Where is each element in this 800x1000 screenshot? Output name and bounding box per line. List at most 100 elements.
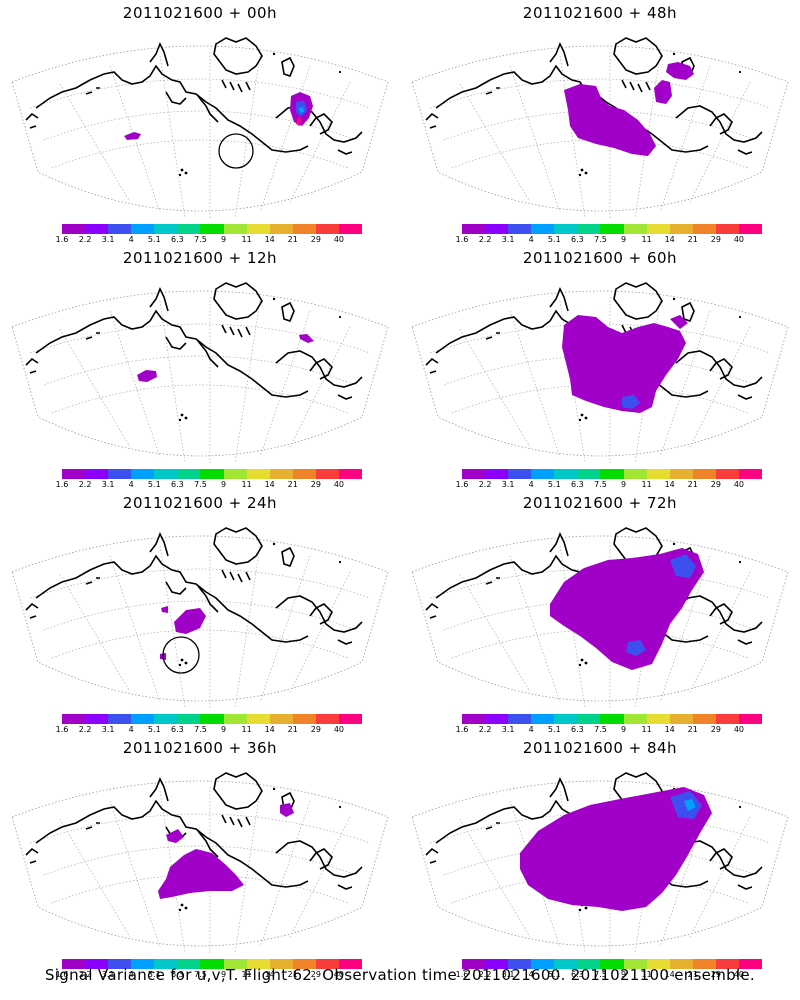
colorbar-swatch bbox=[223, 469, 248, 479]
colorbar-swatch bbox=[85, 714, 109, 724]
colorbar-swatch bbox=[669, 714, 694, 724]
colorbar-label: 21 bbox=[687, 725, 698, 734]
colorbar-swatch bbox=[154, 224, 178, 234]
colorbar-swatch bbox=[338, 224, 363, 234]
colorbar-label: 5.1 bbox=[147, 235, 161, 244]
colorbar-swatch bbox=[715, 714, 740, 724]
map-boundary bbox=[11, 290, 389, 457]
colorbar-swatch bbox=[200, 469, 225, 479]
colorbar-swatch bbox=[554, 224, 578, 234]
colorbar-swatch bbox=[577, 714, 601, 724]
base-map bbox=[11, 527, 389, 710]
colorbar-swatch bbox=[177, 224, 201, 234]
colorbar-swatch bbox=[508, 469, 532, 479]
colorbar-swatch bbox=[715, 959, 740, 969]
colorbar-swatch bbox=[715, 469, 740, 479]
colorbar-swatch bbox=[577, 224, 601, 234]
colorbar-label: 9 bbox=[620, 970, 627, 979]
map-panel-24h: 2011021600 + 24h 1.6 2.2 3.1 4 5.1 6.3 7.5 9 11 1… bbox=[0, 490, 400, 735]
base-map bbox=[11, 772, 389, 955]
longitude-lines bbox=[59, 52, 351, 220]
colorbar-swatch bbox=[154, 714, 178, 724]
colorbar bbox=[62, 959, 363, 969]
colorbar-label: 11 bbox=[241, 725, 252, 734]
figure-caption: Signal Variance for u,v,T. Flight 62. Ob… bbox=[44, 966, 756, 984]
colorbar-swatch bbox=[315, 469, 340, 479]
colorbar-swatch bbox=[646, 959, 671, 969]
colorbar-label: 6.3 bbox=[571, 480, 584, 489]
colorbar-label: 14 bbox=[264, 970, 275, 979]
colorbar-swatch bbox=[269, 714, 294, 724]
colorbar-swatch bbox=[177, 469, 201, 479]
coastlines bbox=[25, 282, 363, 400]
colorbar-swatch bbox=[738, 469, 763, 479]
colorbar-swatch bbox=[338, 714, 363, 724]
colorbar-swatch bbox=[623, 714, 648, 724]
colorbar-label: 6.3 bbox=[571, 970, 584, 979]
map-boundary bbox=[411, 290, 789, 457]
colorbar-swatch bbox=[554, 469, 578, 479]
colorbar-swatch bbox=[531, 959, 555, 969]
colorbar-label: 7.5 bbox=[194, 970, 207, 979]
islands bbox=[578, 52, 742, 177]
map-24h bbox=[11, 527, 389, 710]
map-panel-72h: 2011021600 + 72h 1.6 2.2 3.1 4 5.1 6.3 7.5 9 11 1… bbox=[400, 490, 800, 735]
colorbar-swatch bbox=[462, 959, 486, 969]
colorbar-label: 5.1 bbox=[547, 970, 561, 979]
colorbar-label: 1.6 bbox=[55, 970, 69, 979]
colorbar-swatch bbox=[269, 959, 294, 969]
colorbar-swatch bbox=[108, 469, 132, 479]
colorbar-label: 9 bbox=[620, 480, 627, 489]
colorbar-swatch bbox=[623, 224, 648, 234]
colorbar-swatch bbox=[108, 224, 132, 234]
colorbar-swatch bbox=[623, 469, 648, 479]
colorbar-swatch bbox=[315, 959, 340, 969]
colorbar-swatch bbox=[154, 959, 178, 969]
colorbar-swatch bbox=[462, 224, 486, 234]
colorbar-label: 2.2 bbox=[478, 480, 492, 489]
colorbar-labels: 1.6 2.2 3.1 4 5.1 6.3 7.5 9 11 14 21 29 40 bbox=[56, 725, 362, 734]
colorbar-label: 1.6 bbox=[55, 235, 69, 244]
colorbar bbox=[462, 959, 763, 969]
colorbar-labels: 1.6 2.2 3.1 4 5.1 6.3 7.5 9 11 14 21 29 40 bbox=[456, 725, 762, 734]
colorbar-swatch bbox=[269, 224, 294, 234]
colorbar-label: 4 bbox=[128, 480, 134, 489]
colorbar-swatch bbox=[131, 714, 155, 724]
colorbar-label: 21 bbox=[687, 970, 698, 979]
colorbar-swatch bbox=[177, 959, 201, 969]
colorbar-label: 5.1 bbox=[547, 725, 561, 734]
colorbar-label: 7.5 bbox=[194, 235, 207, 244]
colorbar-swatch bbox=[577, 959, 601, 969]
colorbar-label: 29 bbox=[310, 970, 321, 979]
colorbar-swatch bbox=[315, 714, 340, 724]
colorbar-swatch bbox=[485, 959, 509, 969]
variance-overlay bbox=[562, 315, 688, 413]
base-map bbox=[11, 282, 389, 465]
colorbar-label: 5.1 bbox=[147, 970, 161, 979]
colorbar-label: 1.6 bbox=[55, 725, 69, 734]
colorbar-label: 9 bbox=[620, 235, 627, 244]
colorbar-swatch bbox=[692, 959, 717, 969]
colorbar-label: 21 bbox=[287, 970, 298, 979]
colorbar-swatch bbox=[531, 224, 555, 234]
colorbar-label: 29 bbox=[710, 970, 721, 979]
colorbar-label: 4 bbox=[528, 480, 534, 489]
colorbar-label: 1.6 bbox=[455, 480, 469, 489]
colorbar-labels: 1.6 2.2 3.1 4 5.1 6.3 7.5 9 11 14 21 29 40 bbox=[456, 970, 762, 979]
variance-overlay bbox=[550, 548, 704, 670]
colorbar-label: 3.1 bbox=[101, 235, 115, 244]
variance-overlay bbox=[124, 92, 313, 140]
colorbar-swatch bbox=[485, 224, 509, 234]
colorbar-label: 4 bbox=[528, 235, 534, 244]
islands bbox=[578, 297, 742, 422]
colorbar-labels: 1.6 2.2 3.1 4 5.1 6.3 7.5 9 11 14 21 29 40 bbox=[56, 235, 362, 244]
colorbar-swatch bbox=[154, 469, 178, 479]
colorbar-label: 1.6 bbox=[455, 725, 469, 734]
colorbar-label: 6.3 bbox=[171, 725, 184, 734]
colorbar-swatch bbox=[531, 714, 555, 724]
colorbar-label: 2.2 bbox=[478, 725, 492, 734]
colorbar-label: 6.3 bbox=[171, 480, 184, 489]
colorbar-label: 9 bbox=[220, 725, 227, 734]
colorbar-label: 11 bbox=[241, 970, 252, 979]
coastlines bbox=[25, 772, 363, 890]
